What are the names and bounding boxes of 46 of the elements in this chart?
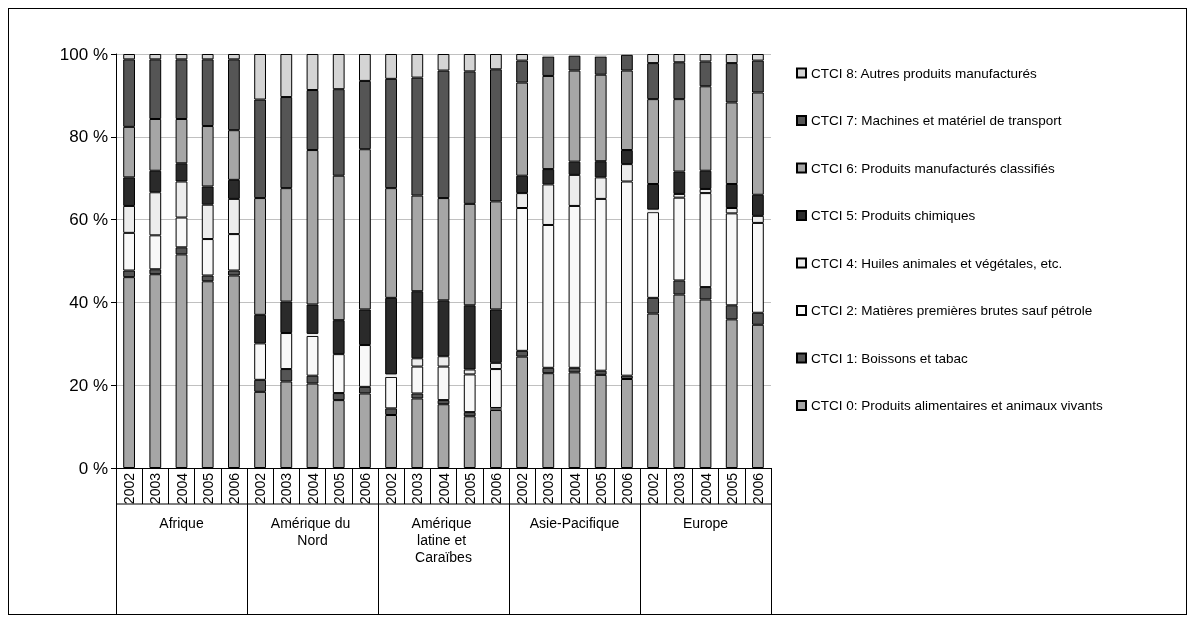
y-tick-label: 20 % [69,375,108,395]
x-tick-label: 2004 [173,472,190,505]
x-tick-label: 2006 [225,472,242,505]
x-tick-label: 2003 [147,472,164,505]
y-tick-label: 100 % [59,44,108,64]
x-tick-label: 2003 [671,472,688,505]
x-tick-label: 2003 [278,472,295,505]
x-tick-label: 2006 [356,472,373,505]
x-tick-label: 2005 [330,472,347,505]
x-tick-label: 2006 [749,472,766,505]
x-tick-label: 2006 [618,472,635,505]
text: Europe [682,514,729,531]
x-tick-label: 2005 [199,472,216,505]
x-tick-label: 2004 [566,472,583,505]
x-tick-label: 2004 [697,472,714,505]
text: Asie-Pacifique [529,514,620,531]
x-tick-label: 2005 [723,472,740,505]
text: Amérique latine et Caraïbes [411,514,476,565]
legend-label: CTCI 0: Produits alimentaires et animaux vivants [811,398,1104,413]
legend-label: CTCI 7: Machines et matériel de transport [811,113,1062,128]
text: Afrique [159,514,204,531]
x-tick-label: 2002 [252,472,269,505]
x-tick-label: 2002 [383,472,400,505]
bar [490,407,502,411]
text: Amérique du Nord [270,514,355,548]
legend-label: CTCI 5: Produits chimiques [811,208,976,223]
x-tick-label: 2003 [409,472,426,505]
bar [463,374,476,413]
x-tick-label: 2003 [540,472,557,505]
x-tick-label: 2004 [304,472,321,505]
x-tick-label: 2002 [121,472,138,505]
y-tick-label: 80 % [69,127,108,147]
y-tick-label: 40 % [69,292,108,312]
legend-label: CTCI 6: Produits manufacturés classifiés [811,160,1056,176]
legend-label: CTCI 8: Autres produits manufacturés [811,65,1038,81]
x-tick-label: 2006 [487,472,504,505]
x-tick-label: 2002 [645,472,662,505]
y-tick-label: 60 % [69,210,108,230]
y-tick-label: 0 % [78,458,108,478]
legend-label: CTCI 1: Boissons et tabac [811,350,969,366]
x-tick-label: 2002 [514,472,531,505]
legend-label: CTCI 4: Huiles animales et végétales, etc. [811,255,1063,271]
x-tick-label: 2004 [435,472,452,505]
x-tick-label: 2005 [461,472,478,505]
x-tick-label: 2005 [592,472,609,505]
legend-label: CTCI 2: Matières premières brutes sauf pétrole [811,303,1093,318]
